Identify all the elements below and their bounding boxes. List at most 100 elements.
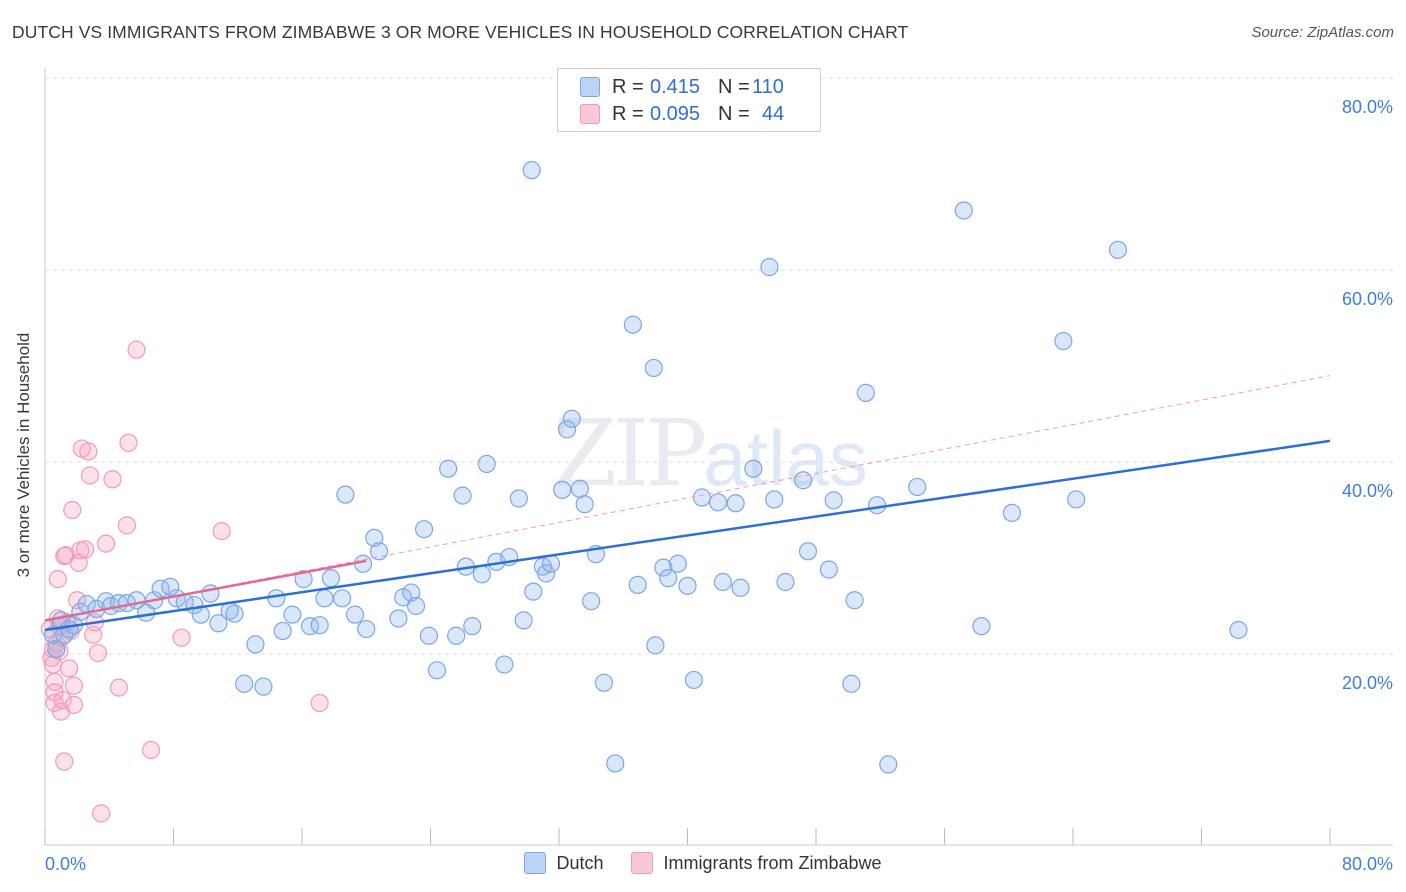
r-label: R =: [612, 75, 644, 98]
dutch-point: [414, 520, 434, 539]
dutch-point: [867, 496, 887, 515]
zimbabwe-point: [96, 534, 116, 553]
zimbabwe-point: [59, 659, 79, 678]
r-label: R =: [612, 102, 644, 125]
dutch-point: [495, 655, 514, 674]
dutch-point: [824, 491, 843, 510]
x-tick-label: 80.0%: [1342, 854, 1393, 874]
zimbabwe-points: [40, 340, 329, 823]
dutch-point: [908, 477, 927, 497]
dutch-point: [427, 661, 447, 680]
trend-lines: [44, 375, 1331, 632]
dutch-points: [43, 161, 1248, 774]
zimbabwe-swatch: [631, 852, 654, 874]
dutch-point: [419, 626, 438, 645]
zimbabwe-point: [45, 672, 64, 691]
zimbabwe-point: [119, 433, 138, 452]
dutch-point: [406, 596, 426, 616]
zimbabwe-point: [68, 591, 87, 610]
y-tick-label: 40.0%: [1342, 481, 1393, 501]
y-tick-label: 80.0%: [1342, 97, 1393, 117]
dutch-point: [776, 572, 795, 592]
zimbabwe-point: [109, 678, 128, 697]
dutch-point: [1108, 240, 1128, 259]
dutch-point: [972, 617, 991, 636]
dutch-point: [161, 577, 180, 596]
dutch-point: [254, 677, 273, 696]
watermark-zip: ZIP: [553, 400, 707, 507]
dutch-point: [856, 383, 875, 402]
dutch-point: [557, 420, 577, 439]
dutch-point: [954, 201, 973, 220]
legend-label-zimbabwe: Immigrants from Zimbabwe: [663, 852, 882, 873]
dutch-point: [798, 542, 818, 561]
dutch-point: [514, 611, 533, 630]
legend-row-dutch: R = 0.415 N = 110: [580, 75, 784, 99]
correlation-legend: R = 0.415 N = 110 R = 0.095 N = 44: [557, 68, 821, 132]
y-axis-label: 3 or more Vehicles in Household: [14, 332, 33, 578]
dutch-point: [357, 619, 376, 639]
dutch-point: [575, 495, 594, 514]
dutch-point: [294, 570, 313, 589]
dutch-point: [267, 589, 286, 608]
dutch-point: [209, 614, 228, 633]
legend-item-zimbabwe[interactable]: Immigrants from Zimbabwe: [631, 852, 882, 874]
dutch-point: [668, 554, 687, 573]
watermark-atlas: atlas: [703, 414, 868, 502]
dutch-point: [628, 575, 647, 594]
dutch-trend-line: [44, 439, 1331, 632]
dutch-point: [582, 592, 601, 611]
dutch-point: [623, 315, 642, 334]
legend-label-dutch: Dutch: [556, 852, 604, 873]
axes: [44, 68, 1393, 846]
dutch-point: [819, 560, 838, 579]
dutch-point: [678, 576, 697, 595]
dutch-point: [370, 542, 389, 561]
legend-item-dutch[interactable]: Dutch: [524, 852, 603, 874]
x-tick-label: 0.0%: [45, 854, 86, 874]
dutch-point: [646, 636, 665, 655]
zimbabwe-point: [117, 516, 137, 535]
dutch-point: [562, 409, 581, 428]
zimbabwe-point: [80, 466, 100, 485]
zimbabwe-point: [127, 340, 146, 359]
series-legend: Dutch Immigrants from Zimbabwe: [0, 852, 1406, 874]
dutch-point: [402, 583, 421, 602]
dutch-point: [463, 617, 482, 636]
dutch-point: [300, 617, 320, 636]
dutch-point: [1229, 620, 1248, 640]
r-value: 0.415: [650, 75, 701, 98]
dutch-point: [692, 488, 712, 507]
dutch-point: [842, 674, 861, 693]
dutch-point: [879, 755, 898, 774]
dutch-point: [644, 358, 663, 378]
zimbabwe-point: [172, 628, 191, 647]
dutch-point: [333, 589, 352, 608]
dutch-point: [439, 459, 458, 478]
dutch-point: [794, 471, 813, 490]
dutch-point: [713, 572, 732, 592]
dutch-swatch: [580, 77, 600, 97]
zimbabwe-point: [76, 540, 95, 559]
zimbabwe-point: [64, 676, 84, 695]
zimbabwe-trend-line: [44, 559, 367, 622]
source-label: Source: ZipAtlas.com: [1251, 24, 1394, 41]
dutch-point: [321, 569, 341, 588]
zimbabwe-swatch: [580, 104, 600, 124]
y-tick-label: 20.0%: [1342, 673, 1393, 693]
n-value: 110: [752, 75, 784, 98]
zimbabwe-point: [103, 470, 122, 489]
dutch-point: [537, 564, 556, 583]
dutch-point: [447, 626, 466, 645]
dutch-point: [345, 605, 365, 624]
zimbabwe-point: [48, 570, 67, 589]
zimbabwe-point: [64, 695, 84, 714]
dutch-point: [389, 609, 408, 628]
dutch-point: [509, 489, 528, 508]
dutch-point: [47, 640, 66, 659]
dutch-point: [684, 670, 704, 690]
y-tick-label: 60.0%: [1342, 289, 1393, 309]
dutch-point: [1002, 503, 1022, 522]
dutch-point: [453, 486, 472, 505]
dutch-point: [235, 674, 254, 693]
